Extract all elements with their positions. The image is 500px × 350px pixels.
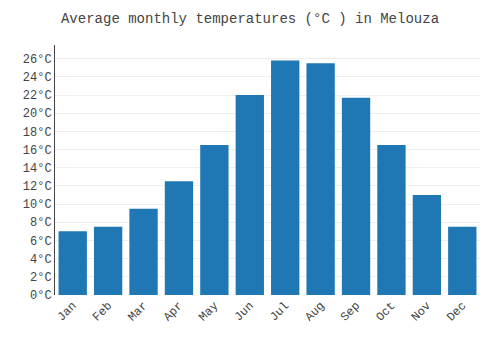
svg-text:Dec: Dec xyxy=(444,299,469,324)
svg-text:24°C: 24°C xyxy=(23,71,52,85)
svg-text:May: May xyxy=(196,299,221,324)
svg-text:Jun: Jun xyxy=(232,299,257,324)
svg-text:10°C: 10°C xyxy=(23,198,52,212)
svg-text:Jul: Jul xyxy=(267,299,292,324)
svg-text:Sep: Sep xyxy=(338,299,363,324)
svg-text:22°C: 22°C xyxy=(23,89,52,103)
svg-text:Feb: Feb xyxy=(90,299,115,324)
svg-text:Average monthly temperatures (: Average monthly temperatures (°C ) in Me… xyxy=(61,11,439,27)
svg-text:12°C: 12°C xyxy=(23,180,52,194)
svg-text:18°C: 18°C xyxy=(23,126,52,140)
svg-text:Aug: Aug xyxy=(303,299,328,324)
svg-text:4°C: 4°C xyxy=(30,253,52,267)
svg-text:20°C: 20°C xyxy=(23,107,52,121)
svg-text:14°C: 14°C xyxy=(23,162,52,176)
svg-text:26°C: 26°C xyxy=(23,53,52,67)
svg-text:0°C: 0°C xyxy=(30,289,52,303)
svg-text:8°C: 8°C xyxy=(30,216,52,230)
svg-text:Nov: Nov xyxy=(409,299,434,324)
svg-text:Oct: Oct xyxy=(373,299,398,324)
svg-text:6°C: 6°C xyxy=(30,235,52,249)
svg-text:Mar: Mar xyxy=(125,299,150,324)
svg-text:2°C: 2°C xyxy=(30,271,52,285)
svg-text:Jan: Jan xyxy=(55,299,80,324)
svg-text:Apr: Apr xyxy=(161,299,186,324)
svg-text:16°C: 16°C xyxy=(23,144,52,158)
